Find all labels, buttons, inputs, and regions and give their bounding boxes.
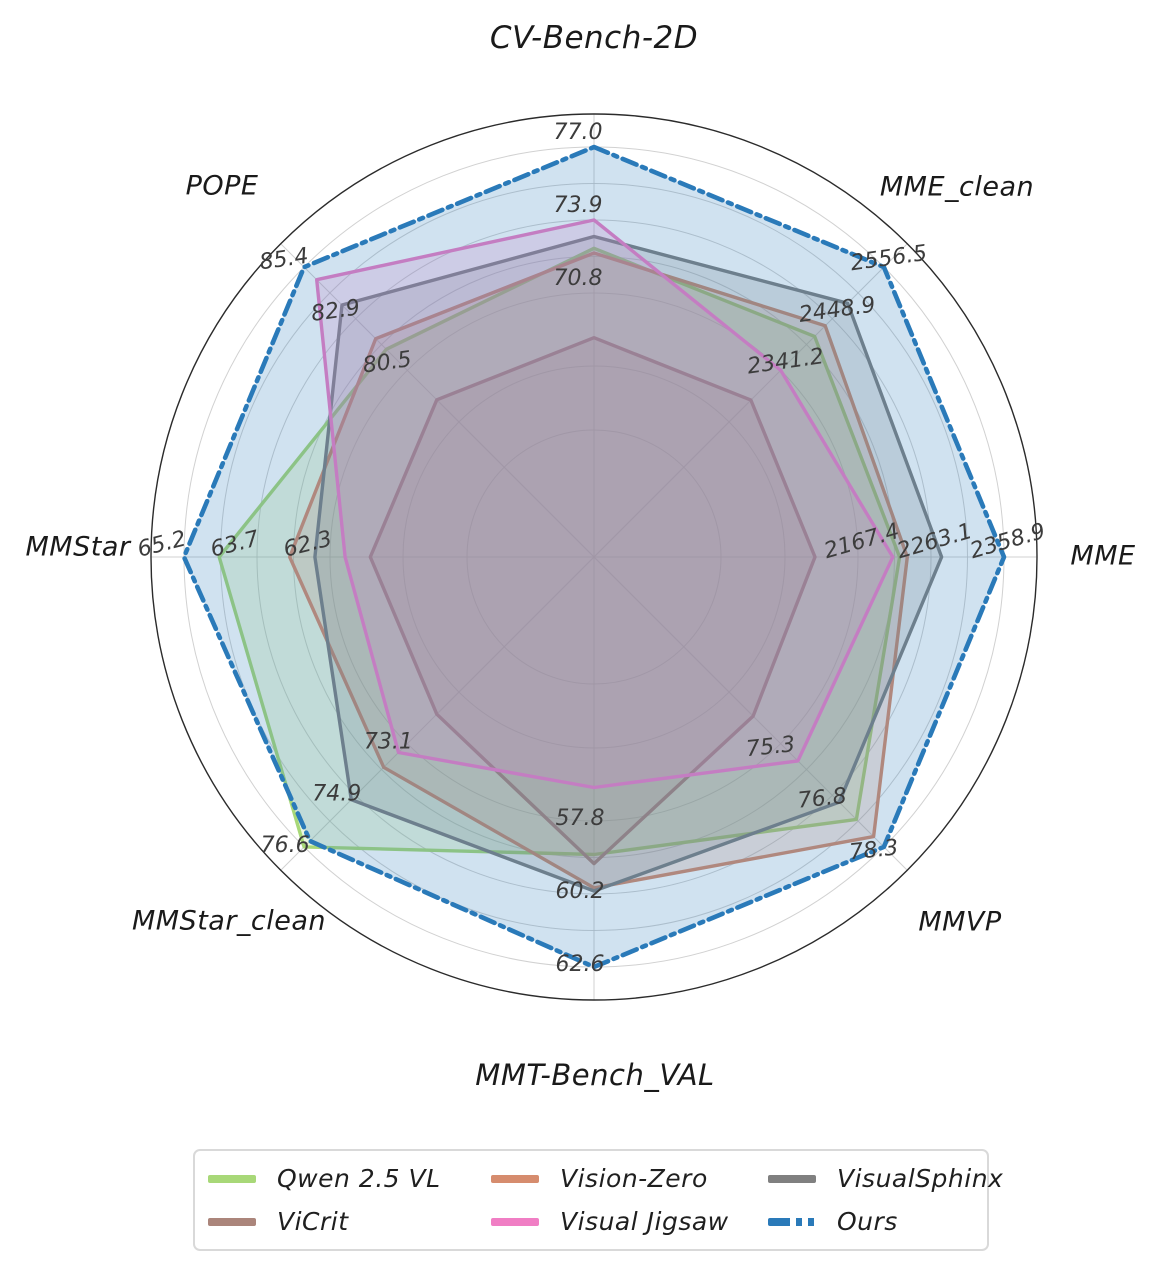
axis-label-cv-bench-2d: CV-Bench-2D <box>489 20 699 56</box>
tick-label-mmt-bench-val: 60.2 <box>556 879 605 904</box>
legend-swatch-qwen-2-5-vl <box>208 1174 256 1183</box>
legend-item-ours: Ours <box>768 1207 1003 1236</box>
tick-label-mmvp: 76.8 <box>797 784 848 814</box>
series-polygon-visual-jigsaw <box>315 218 895 790</box>
outer-circle <box>150 113 1038 1001</box>
legend: Qwen 2.5 VL Vision-Zero VisualSphinx ViC… <box>193 1149 1003 1251</box>
tick-label-cv-bench-2d: 77.0 <box>554 120 603 145</box>
series-polygon-ours <box>181 144 1007 970</box>
legend-label-qwen-2-5-vl: Qwen 2.5 VL <box>277 1164 441 1193</box>
axis-label-mmstar-clean: MMStar_clean <box>131 905 327 937</box>
series-polygon-visualsphinx <box>313 234 944 893</box>
legend-label-vicrit: ViCrit <box>277 1207 349 1236</box>
tick-label-mmstar-clean: 76.6 <box>261 833 310 858</box>
legend-label-visual-jigsaw: Visual Jigsaw <box>560 1207 729 1236</box>
series-polygon-vision-zero <box>288 251 909 890</box>
legend-label-visualsphinx: VisualSphinx <box>837 1164 1004 1193</box>
series-polygon-vicrit <box>368 336 817 866</box>
tick-label-cv-bench-2d: 73.9 <box>554 193 603 218</box>
axis-label-mmstar: MMStar <box>25 531 131 563</box>
axis-label-mmvp: MMVP <box>918 906 1002 938</box>
legend-item-qwen-2-5-vl: Qwen 2.5 VL <box>208 1164 491 1193</box>
tick-label-mmstar-clean: 73.1 <box>364 730 413 755</box>
axis-label-mme-clean: MME_clean <box>879 171 1035 203</box>
legend-label-vision-zero: Vision-Zero <box>560 1164 708 1193</box>
legend-item-vision-zero: Vision-Zero <box>491 1164 768 1193</box>
tick-label-mmvp: 75.3 <box>745 732 796 762</box>
tick-label-mmvp: 78.3 <box>848 835 899 865</box>
legend-swatch-vicrit <box>208 1217 256 1226</box>
axis-label-mmt-bench-val: MMT-Bench_VAL <box>475 1058 715 1092</box>
legend-item-visualsphinx: VisualSphinx <box>768 1164 1003 1193</box>
legend-swatch-visualsphinx <box>768 1174 816 1183</box>
tick-label-mmt-bench-val: 62.6 <box>556 952 605 977</box>
axis-label-mme: MME <box>1070 540 1136 572</box>
legend-item-vicrit: ViCrit <box>208 1207 491 1236</box>
legend-label-ours: Ours <box>837 1207 898 1236</box>
tick-label-mmstar-clean: 74.9 <box>312 781 361 806</box>
legend-item-visual-jigsaw: Visual Jigsaw <box>491 1207 768 1236</box>
tick-label-cv-bench-2d: 70.8 <box>554 266 603 291</box>
legend-swatch-ours <box>768 1217 816 1226</box>
legend-swatch-visual-jigsaw <box>491 1217 539 1226</box>
tick-label-mmt-bench-val: 57.8 <box>556 806 605 831</box>
legend-swatch-vision-zero <box>491 1174 539 1183</box>
axis-label-pope: POPE <box>185 170 259 202</box>
